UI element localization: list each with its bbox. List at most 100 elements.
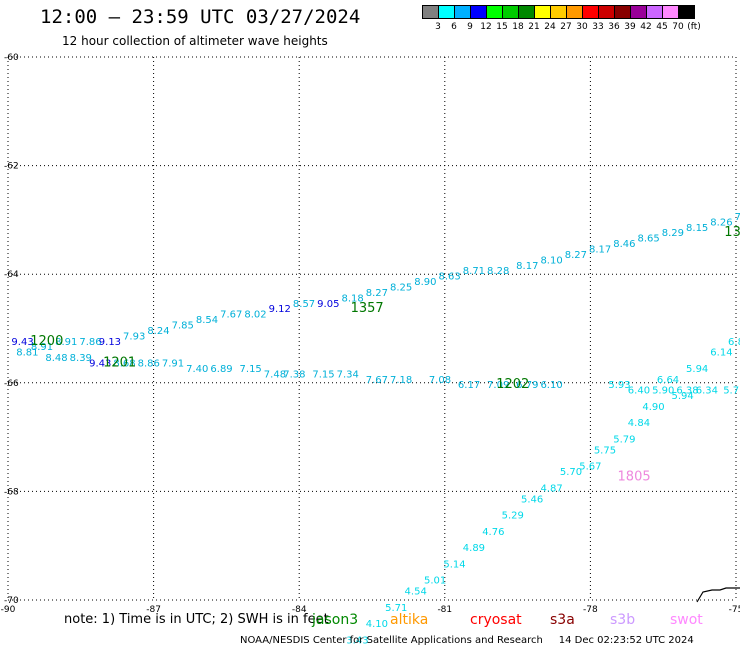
wave-height-value: 8.24 [147, 326, 169, 337]
legend-label: 12 [480, 22, 492, 32]
wave-height-value: 8.25 [390, 282, 412, 293]
map-grid [7, 56, 737, 601]
mission-label: jason3 [312, 612, 359, 628]
pass-time-label: 1805 [618, 470, 651, 485]
wave-height-value: 7.40 [186, 364, 208, 375]
wave-height-value: 7.09 [487, 380, 509, 391]
legend-label: 45 [656, 22, 668, 32]
wave-height-value: 8.81 [16, 348, 38, 359]
coastline [696, 587, 740, 603]
wave-height-value: 7.88 [735, 212, 740, 223]
lat-label: -62 [4, 162, 19, 172]
wave-height-value: 6.38 [676, 386, 698, 397]
legend-labels: 3 6 9 12 15 18 21 24 27 30 33 36 39 42 45 70 (ft) [422, 22, 701, 34]
wave-height-value: 8.91 [55, 337, 77, 348]
lon-label: -78 [583, 605, 598, 615]
wave-height-value: 5.46 [521, 494, 543, 505]
credit-line: NOAA/NESDIS Center for Satellite Applica… [240, 635, 694, 646]
wave-height-value: 5.94 [686, 364, 708, 375]
wave-height-value: 8.17 [589, 244, 611, 255]
lon-label: -87 [146, 605, 161, 615]
legend-label: 15 [496, 22, 508, 32]
pass-time-label: 1358 [724, 225, 740, 240]
wave-height-value: 9.12 [269, 304, 291, 315]
lat-label: -68 [4, 487, 19, 497]
wave-height-value: 4.90 [642, 402, 664, 413]
wave-height-value: 7.48 [264, 369, 286, 380]
wave-height-value: 8.18 [341, 293, 363, 304]
pass-time-labels: 1200 1201 1357 1202 1358 1805 [30, 225, 740, 484]
wave-height-value: 4.76 [482, 527, 504, 538]
pass-time-label: 1357 [351, 301, 384, 316]
footer-note: note: 1) Time is in UTC; 2) SWH is in fe… [64, 612, 329, 627]
wave-height-value: 8.48 [45, 353, 67, 364]
legend-label: 30 [576, 22, 588, 32]
wave-height-value: 8.46 [613, 239, 635, 250]
wave-height-value: 5.90 [652, 386, 674, 397]
legend-label: 42 [640, 22, 652, 32]
wave-height-values: 9.438.91 8.91 7.869.13 7.93 8.24 7.85 8.54 7.67… [11, 212, 740, 647]
wave-height-value: 7.38 [283, 369, 305, 380]
wave-height-value: 5.67 [579, 462, 601, 473]
wave-height-value: 5.14 [443, 559, 465, 570]
wave-height-value: 4.87 [540, 483, 562, 494]
wave-height-value: 7.67 [220, 310, 242, 321]
lat-label: -66 [4, 379, 19, 389]
wave-height-value: 7.15 [240, 364, 262, 375]
wave-height-value: 4.89 [463, 543, 485, 554]
lon-label: -90 [1, 605, 16, 615]
wave-height-value: 9.43 [11, 337, 33, 348]
legend-swatch [678, 5, 695, 19]
wave-height-value: 4.54 [405, 587, 427, 598]
wave-height-value: 8.54 [196, 315, 218, 326]
wave-height-value: 8.27 [565, 250, 587, 261]
legend-label: 70 [672, 22, 684, 32]
legend-label: 6 [451, 22, 457, 32]
lon-label: -84 [292, 605, 307, 615]
legend-label: 33 [592, 22, 604, 32]
legend-label: 27 [560, 22, 572, 32]
wave-height-value: 8.68 [113, 359, 135, 370]
wave-height-value: 6.34 [696, 386, 718, 397]
wave-height-value: 7.15 [312, 369, 334, 380]
wave-height-value: 5.70 [560, 467, 582, 478]
wave-height-value: 6.40 [628, 386, 650, 397]
wave-height-value: 8.26 [710, 217, 732, 228]
wave-height-value: 7.91 [162, 359, 184, 370]
wave-height-value: 6.10 [540, 380, 562, 391]
wave-height-value: 5.94 [671, 391, 693, 402]
wave-height-value: 8.15 [686, 223, 708, 234]
wave-height-value: 8.39 [70, 353, 92, 364]
wave-height-value: 5.01 [424, 576, 446, 587]
lat-label: -64 [4, 270, 19, 280]
wave-height-value: 8.02 [244, 310, 266, 321]
lat-label: -70 [4, 596, 19, 606]
wave-height-value: 5.71 [385, 603, 407, 614]
page-title: 12:00 – 23:59 UTC 03/27/2024 [40, 6, 361, 28]
wave-height-value: 8.29 [662, 228, 684, 239]
wave-height-value: 8.28 [487, 266, 509, 277]
wave-height-value: 7.34 [337, 369, 359, 380]
legend-label: 3 [435, 22, 441, 32]
wave-height-value: 8.10 [540, 255, 562, 266]
wave-height-value: 7.08 [429, 375, 451, 386]
legend-label: 36 [608, 22, 620, 32]
wave-height-value: 9.05 [317, 299, 339, 310]
legend-label: 18 [512, 22, 524, 32]
wave-height-value: 5.79 [613, 435, 635, 446]
wave-height-value: 5.7 [723, 386, 739, 397]
legend-label: 39 [624, 22, 636, 32]
wave-height-value: 7.18 [390, 375, 412, 386]
legend-label: 9 [467, 22, 473, 32]
color-legend: 3 6 9 12 15 18 21 24 27 30 33 36 39 42 45 70 (ft) [422, 5, 701, 34]
wave-height-value: 8.91 [31, 342, 53, 353]
lat-label: -60 [4, 53, 19, 63]
wave-height-value: 6.14 [710, 348, 732, 359]
wave-height-value: 8.57 [293, 299, 315, 310]
wave-height-value: 5.29 [502, 511, 524, 522]
wave-height-value: 6.8 [728, 337, 740, 348]
page-subtitle: 12 hour collection of altimeter wave hei… [62, 34, 328, 48]
mission-label: s3b [610, 612, 636, 628]
wave-height-value: 3.43 [346, 635, 368, 646]
pass-time-label: 1201 [103, 356, 136, 371]
